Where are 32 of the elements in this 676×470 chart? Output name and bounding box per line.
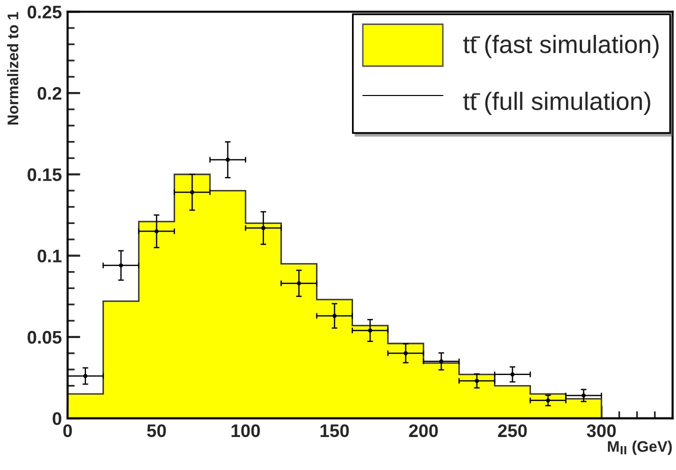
point [226, 158, 230, 162]
point [510, 372, 515, 376]
x-tick-label: 150 [320, 424, 349, 438]
x-tick-label: 250 [498, 424, 527, 438]
y-tick-label: 0.2 [38, 86, 62, 100]
y-axis-title: Normalized to 1 [7, 12, 18, 124]
legend-label: tt̄ (full simulation) [463, 92, 650, 116]
point [332, 314, 337, 318]
point [190, 190, 194, 194]
point [439, 359, 444, 364]
point [546, 398, 550, 402]
x-tick-label: 300 [586, 424, 616, 438]
x-tick-label: 50 [147, 424, 166, 438]
point [582, 393, 586, 398]
point [296, 281, 302, 286]
y-tick-label: 0.1 [38, 250, 62, 262]
point [83, 374, 88, 378]
y-tick-label: 0 [52, 412, 62, 426]
legend-label: tt̄ (fast simulation) [463, 34, 659, 58]
x-tick-label: 0 [63, 424, 72, 438]
x-tick-label: 200 [409, 424, 438, 438]
y-tick-label: 0.15 [28, 168, 62, 182]
y-tick-label: 0.05 [28, 330, 62, 344]
x-tick-label: 100 [232, 424, 260, 438]
point [474, 378, 479, 383]
point [404, 351, 408, 356]
point [261, 226, 266, 230]
point [118, 263, 124, 268]
y-tick-label: 0.25 [28, 6, 62, 18]
x-axis-title: M$_{ll}$ (GeV) [608, 440, 672, 455]
point [368, 328, 372, 333]
point [154, 229, 159, 234]
